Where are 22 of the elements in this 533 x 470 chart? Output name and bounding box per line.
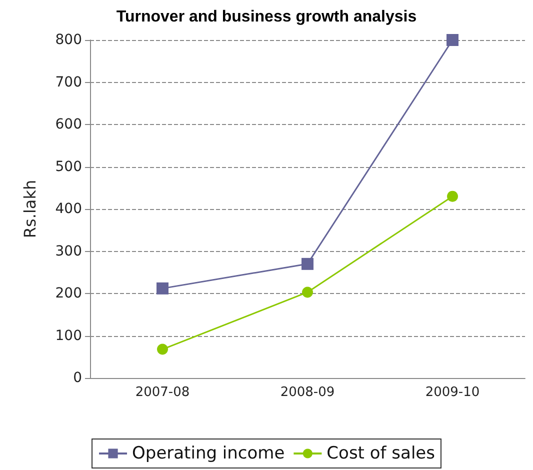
y-tick-label: 600 — [55, 116, 82, 132]
legend-label: Operating income — [132, 444, 285, 464]
legend-label: Cost of sales — [326, 444, 436, 464]
y-tick-label: 500 — [55, 158, 82, 175]
point — [447, 190, 458, 202]
y-tick-label: 800 — [55, 32, 82, 48]
x-tick-label: 2007-08 — [135, 385, 190, 400]
point — [446, 34, 458, 46]
x-tick-label: 2009-10 — [425, 385, 480, 400]
y-tick-label: 300 — [55, 243, 82, 260]
y-tick-label: 200 — [55, 286, 82, 302]
y-axis-title: Rs.lakh — [20, 180, 40, 238]
y-tick-label: 0 — [73, 370, 82, 386]
point — [157, 344, 168, 355]
point — [302, 286, 313, 298]
point — [302, 258, 314, 270]
chart-title: Turnover and business growth analysis — [116, 8, 417, 26]
y-tick-label: 100 — [55, 328, 82, 344]
y-tick-label: 700 — [55, 74, 82, 90]
x-tick-label: 2008-09 — [280, 385, 335, 400]
point — [156, 282, 168, 294]
y-tick-label: 400 — [55, 201, 82, 217]
